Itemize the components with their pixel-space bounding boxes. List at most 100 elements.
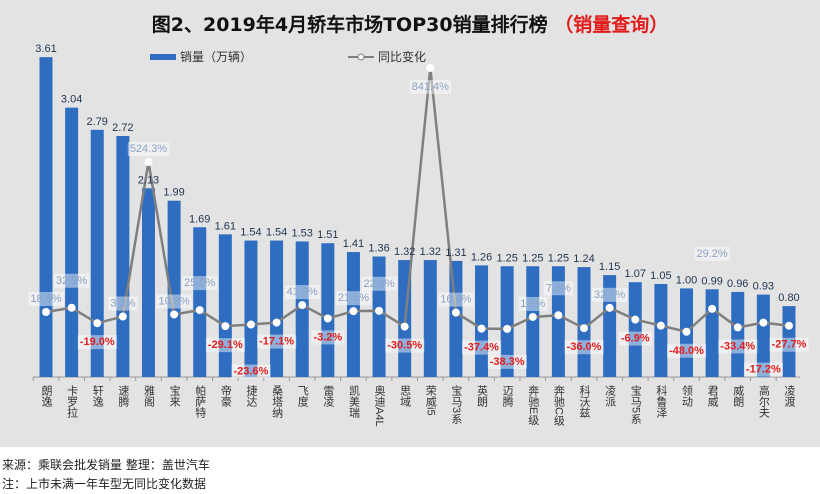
bar-科沃兹	[577, 267, 591, 377]
yoy-point	[503, 324, 512, 333]
bar-速腾	[116, 136, 130, 377]
yoy-label-bg	[77, 335, 117, 350]
legend-bar-label: 销量（万辆）	[180, 50, 253, 64]
bar-value-label: 1.99	[163, 187, 184, 199]
yoy-label: 25.0%	[184, 277, 215, 289]
x-tick-label: 桑塔纳	[271, 385, 284, 419]
x-tick-label: 帕萨特	[194, 384, 207, 418]
yoy-label: 29.2%	[697, 248, 728, 260]
bar-宝来	[167, 200, 181, 377]
bar-荣威i5	[423, 260, 437, 377]
x-labels-group: 朗逸 卡罗拉 轩逸 速腾 雅阁 宝来 帕萨特 帝豪 捷达 桑塔纳 飞度 雷凌 凯美瑞 奥迪A4L 思域 荣威i…	[40, 384, 795, 427]
x-tick-label: 宝来	[168, 384, 181, 407]
yoy-label-bg	[108, 296, 138, 311]
x-tick-label: 英朗	[476, 384, 489, 407]
yoy-point	[708, 304, 717, 313]
yoy-label-bg	[361, 276, 397, 291]
bar-value-label: 1.53	[291, 227, 312, 239]
yoy-label: -6.9%	[621, 333, 650, 345]
bar-value-label: 2.72	[112, 122, 133, 134]
yoy-label-bg	[438, 292, 474, 307]
bar-value-label: 0.99	[701, 275, 722, 287]
yoy-point	[477, 324, 486, 333]
yoy-point	[528, 312, 537, 321]
yoy-label: 841.4%	[412, 81, 450, 93]
legend-line-label: 同比变化	[378, 50, 427, 64]
bar-飞度	[295, 241, 309, 377]
bar-奥迪A4L	[372, 256, 386, 377]
title-text: 图2、2019年4月轿车市场TOP30销量排行榜	[151, 14, 548, 36]
bar-value-label: 1.32	[420, 246, 441, 258]
yoy-label-bg	[743, 362, 784, 377]
yoy-label-bg	[311, 330, 345, 345]
x-tick-label: 速腾	[117, 385, 130, 408]
yoy-label: 3.3%	[110, 298, 135, 310]
yoy-label-bg	[409, 79, 452, 94]
title-suffix[interactable]: （销量查询）	[554, 14, 669, 36]
yoy-line	[45, 67, 790, 334]
bar-value-label: 1.41	[343, 238, 364, 250]
yoy-label: 18.6%	[30, 293, 61, 305]
bar-威朗	[731, 291, 745, 377]
yoy-label: -38.3%	[490, 356, 525, 368]
bar-宝马5系	[628, 282, 642, 377]
yoy-label: 524.3%	[130, 143, 168, 155]
bar-value-label: 2.79	[87, 116, 108, 128]
yoy-point	[682, 327, 691, 336]
yoy-point	[426, 63, 435, 72]
x-tick-label: 科沃兹	[578, 384, 591, 418]
bar-高尔夫	[756, 294, 770, 377]
x-tick-label: 领动	[681, 385, 694, 407]
bar-君威	[705, 289, 719, 377]
bar-轩逸	[90, 129, 104, 377]
x-tick-label: 飞度	[296, 385, 309, 408]
yoy-label-bg	[385, 338, 425, 353]
yoy-point	[195, 306, 204, 315]
bar-value-label: 0.80	[778, 292, 799, 304]
yoy-label-bg	[231, 364, 271, 379]
yoy-point	[67, 303, 76, 312]
yoy-label-bg	[667, 343, 707, 358]
x-tick-label: 奔驰E级	[527, 385, 540, 426]
yoy-label: -17.1%	[259, 336, 294, 348]
yoy-label-bg	[205, 338, 245, 353]
legend-line: 同比变化	[348, 48, 426, 65]
x-tick-label: 雷凌	[322, 385, 335, 408]
x-tick-label: 宝马5系	[629, 384, 642, 424]
x-tick-label: 轩逸	[91, 384, 104, 407]
x-tick-label: 卡罗拉	[66, 385, 79, 419]
note-text: 注：上市未满一年车型无同比变化数据	[2, 477, 207, 491]
yoy-point	[733, 323, 742, 332]
yoy-point	[118, 312, 127, 321]
yoy-label-bg	[487, 354, 527, 369]
yoy-point	[42, 308, 50, 316]
legend-bar: 销量（万辆）	[150, 48, 252, 65]
x-tick-label: 朗逸	[40, 385, 53, 407]
x-tick-label: 捷达	[245, 384, 258, 407]
legend-line-swatch	[348, 53, 374, 60]
bar-value-label: 1.25	[496, 252, 517, 264]
yoy-point	[605, 303, 614, 312]
yoy-label: -48.0%	[669, 345, 704, 357]
yoy-point	[221, 322, 230, 331]
yoy-label-bg	[28, 292, 64, 306]
yoy-point	[631, 315, 640, 324]
yoy-label: -23.6%	[234, 366, 269, 378]
yoy-point	[580, 324, 589, 333]
yoy-point	[246, 320, 255, 329]
yoy-label: 22.6%	[363, 278, 394, 290]
bar-奔驰E级	[526, 266, 540, 377]
yoy-label: -33.4%	[720, 340, 755, 352]
yoy-label-bg	[718, 339, 758, 354]
yoy-point	[759, 318, 768, 327]
yoy-label-bg	[592, 287, 628, 302]
yoy-point	[554, 311, 563, 320]
bar-value-label: 1.24	[573, 253, 594, 265]
yoy-label-bg	[54, 273, 90, 288]
yoy-label-bg	[518, 296, 548, 311]
yoy-label: -3.2%	[313, 331, 342, 343]
x-tick-label: 威朗	[732, 385, 745, 407]
legend-bar-swatch	[150, 53, 176, 60]
bar-桑塔纳	[270, 240, 284, 377]
yoy-label: -37.4%	[464, 342, 499, 354]
